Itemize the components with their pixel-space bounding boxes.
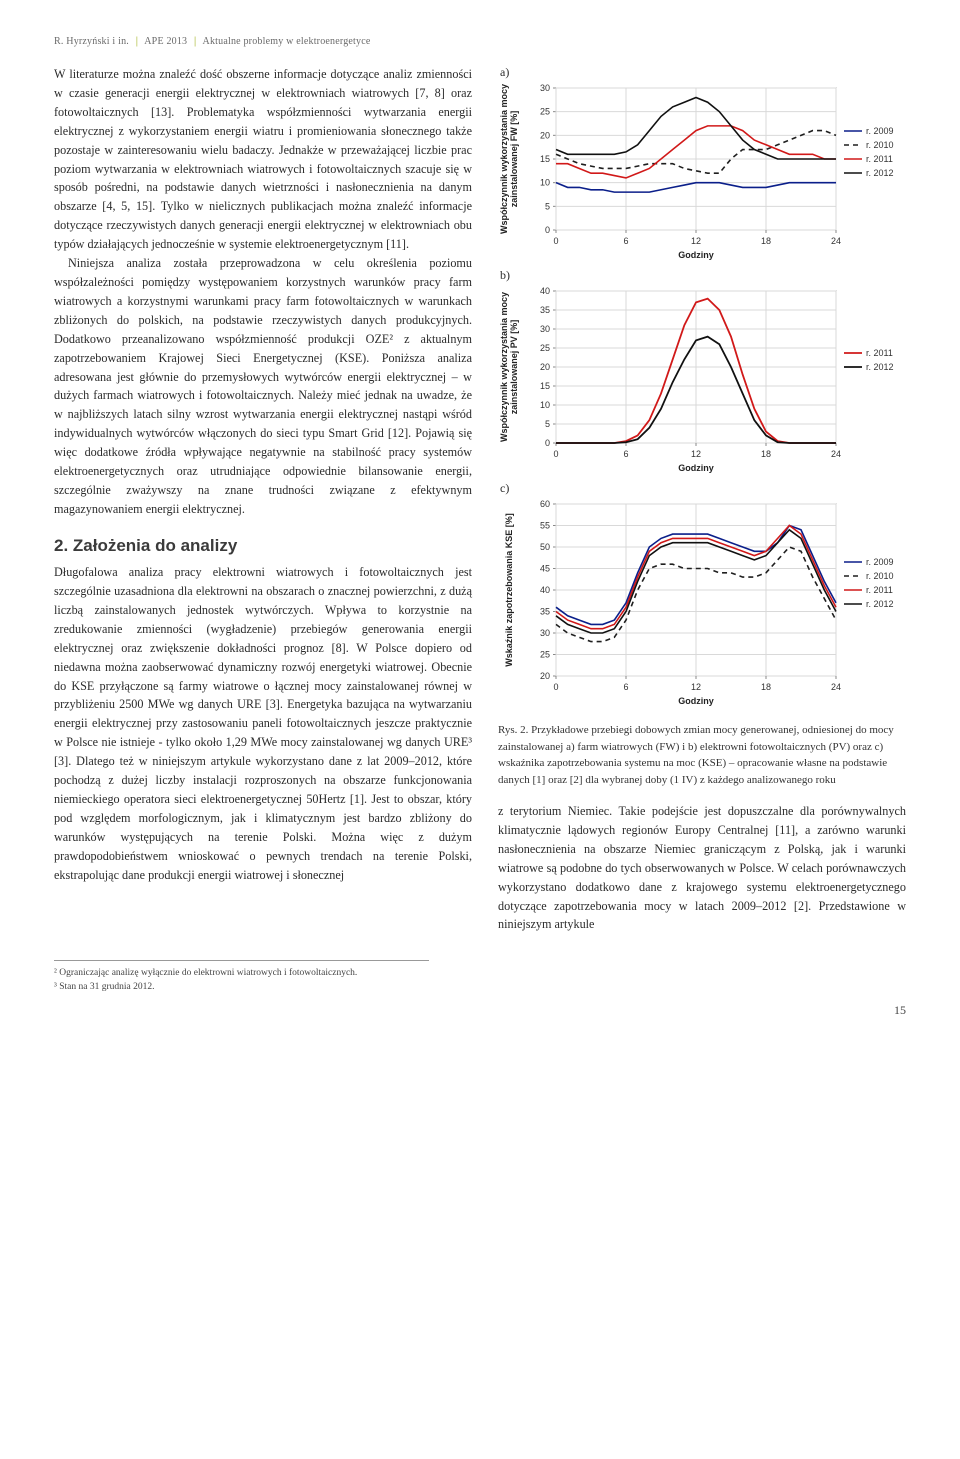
footnotes: ² Ograniczając analizę wyłącznie do elek… [54, 960, 429, 994]
svg-text:20: 20 [540, 130, 550, 140]
right-column: a) 0 5 10 15 20 25 30 0 6 12 18 24 Współczynnik wyko… [498, 65, 906, 934]
svg-text:r. 2011: r. 2011 [866, 348, 893, 358]
chart-c-block: c) 20 25 30 35 40 45 50 55 60 0 6 12 18 24 Wskaźnik za… [498, 481, 906, 708]
svg-text:30: 30 [540, 83, 550, 93]
right-bottom-para: z terytorium Niemiec. Takie podejście je… [498, 802, 906, 934]
svg-text:15: 15 [540, 381, 550, 391]
chart-a-svg: 0 5 10 15 20 25 30 0 6 12 18 24 Współczynnik wykorzy… [498, 82, 898, 262]
chart-c-svg: 20 25 30 35 40 45 50 55 60 0 6 12 18 24 Wskaźnik zapot… [498, 498, 898, 708]
svg-text:6: 6 [623, 682, 628, 692]
svg-text:30: 30 [540, 324, 550, 334]
svg-text:Godziny: Godziny [678, 463, 714, 473]
svg-text:35: 35 [540, 607, 550, 617]
svg-text:0: 0 [553, 682, 558, 692]
svg-text:30: 30 [540, 628, 550, 638]
svg-text:24: 24 [831, 449, 841, 459]
rh-conf: APE 2013 [144, 36, 187, 47]
svg-text:25: 25 [540, 343, 550, 353]
svg-text:55: 55 [540, 521, 550, 531]
svg-text:6: 6 [623, 449, 628, 459]
figure-caption: Rys. 2. Przykładowe przebiegi dobowych z… [498, 722, 906, 788]
svg-text:12: 12 [691, 236, 701, 246]
rh-topic: Aktualne problemy w elektroenergetyce [203, 36, 371, 47]
para-section2: Długofalowa analiza pracy elektrowni wia… [54, 563, 472, 884]
svg-text:24: 24 [831, 236, 841, 246]
svg-text:r. 2010: r. 2010 [866, 140, 894, 150]
svg-text:r. 2012: r. 2012 [866, 362, 894, 372]
svg-text:20: 20 [540, 362, 550, 372]
footnote-2: ² Ograniczając analizę wyłącznie do elek… [54, 967, 429, 980]
svg-text:18: 18 [761, 449, 771, 459]
svg-text:6: 6 [623, 236, 628, 246]
chart-b-label: b) [500, 268, 906, 283]
svg-text:24: 24 [831, 682, 841, 692]
svg-text:15: 15 [540, 154, 550, 164]
svg-text:50: 50 [540, 542, 550, 552]
page-number: 15 [894, 1003, 906, 1018]
svg-text:10: 10 [540, 178, 550, 188]
svg-text:18: 18 [761, 236, 771, 246]
svg-text:60: 60 [540, 499, 550, 509]
svg-text:20: 20 [540, 671, 550, 681]
rh-sep2: | [194, 36, 196, 47]
svg-text:0: 0 [545, 225, 550, 235]
svg-text:0: 0 [553, 449, 558, 459]
svg-text:Wskaźnik zapotrzebowania KSE [: Wskaźnik zapotrzebowania KSE [%] [504, 513, 514, 667]
section-heading-2: 2. Założenia do analizy [54, 533, 472, 559]
rh-sep1: | [136, 36, 138, 47]
svg-text:Godziny: Godziny [678, 696, 714, 706]
svg-text:r. 2012: r. 2012 [866, 168, 894, 178]
svg-text:0: 0 [553, 236, 558, 246]
svg-text:25: 25 [540, 107, 550, 117]
para-intro-2: Niniejsza analiza została przeprowadzona… [54, 254, 472, 519]
svg-text:10: 10 [540, 400, 550, 410]
svg-text:25: 25 [540, 650, 550, 660]
svg-text:40: 40 [540, 286, 550, 296]
svg-text:12: 12 [691, 682, 701, 692]
svg-text:35: 35 [540, 305, 550, 315]
svg-text:5: 5 [545, 419, 550, 429]
columns: W literaturze można znaleźć dość obszern… [54, 65, 906, 934]
page: R. Hyrzyński i in. | APE 2013 | Aktualne… [0, 0, 960, 1036]
rh-authors: R. Hyrzyński i in. [54, 36, 129, 47]
chart-b-svg: 0 5 10 15 20 25 30 35 40 0 6 12 18 24 Współczynnik wyk… [498, 285, 898, 475]
chart-c-label: c) [500, 481, 906, 496]
svg-text:r. 2011: r. 2011 [866, 585, 893, 595]
svg-text:Współczynnik wykorzystania moc: Współczynnik wykorzystania mocyzainstalo… [499, 84, 519, 234]
svg-text:0: 0 [545, 438, 550, 448]
svg-text:Godziny: Godziny [678, 250, 714, 260]
chart-a-label: a) [500, 65, 906, 80]
para-intro-1: W literaturze można znaleźć dość obszern… [54, 65, 472, 254]
svg-text:r. 2011: r. 2011 [866, 154, 893, 164]
chart-b-block: b) 0 5 10 15 20 25 30 35 40 0 6 12 18 24 Współczynnik … [498, 268, 906, 475]
svg-text:12: 12 [691, 449, 701, 459]
left-column: W literaturze można znaleźć dość obszern… [54, 65, 472, 934]
svg-text:45: 45 [540, 564, 550, 574]
svg-text:5: 5 [545, 201, 550, 211]
svg-text:r. 2009: r. 2009 [866, 557, 894, 567]
running-head: R. Hyrzyński i in. | APE 2013 | Aktualne… [54, 36, 906, 47]
svg-text:Współczynnik wykorzystania moc: Współczynnik wykorzystania mocyzainstalo… [499, 292, 519, 442]
svg-text:r. 2012: r. 2012 [866, 599, 894, 609]
svg-text:40: 40 [540, 585, 550, 595]
chart-a-block: a) 0 5 10 15 20 25 30 0 6 12 18 24 Współczynnik wyko… [498, 65, 906, 262]
footnote-3: ³ Stan na 31 grudnia 2012. [54, 981, 429, 994]
svg-text:18: 18 [761, 682, 771, 692]
svg-text:r. 2010: r. 2010 [866, 571, 894, 581]
svg-text:r. 2009: r. 2009 [866, 126, 894, 136]
